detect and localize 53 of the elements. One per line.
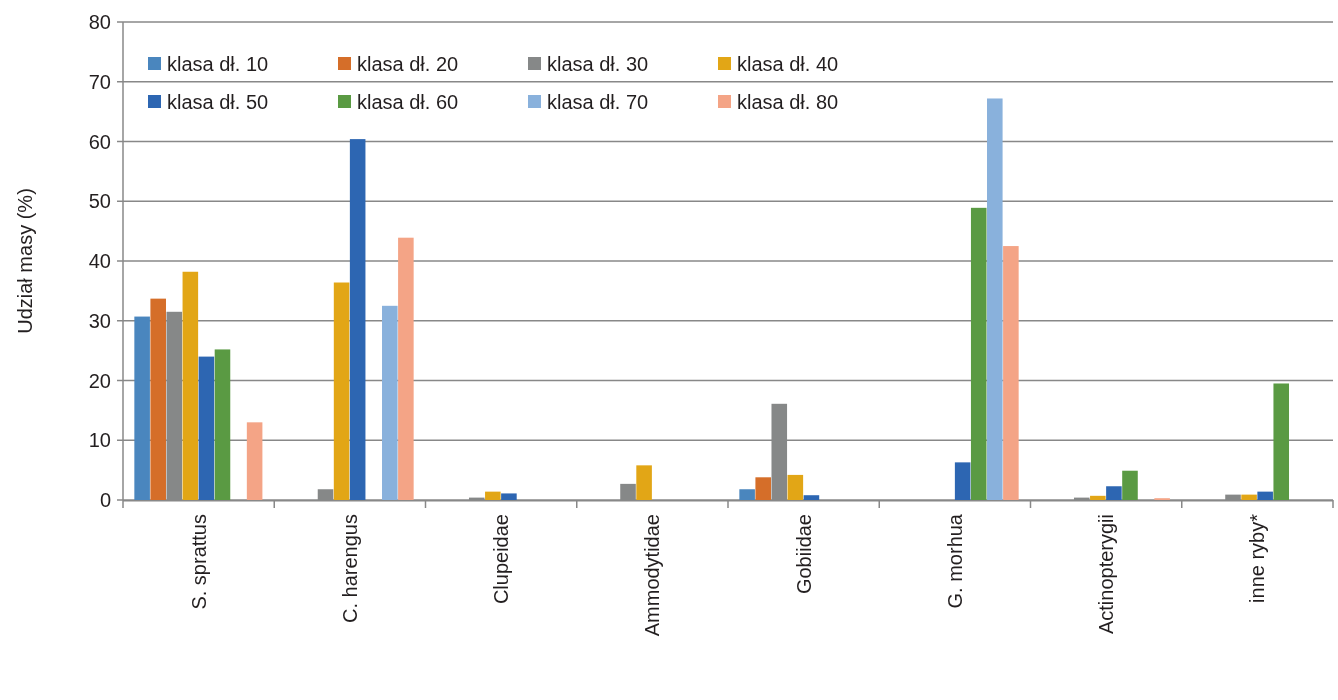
- bar: [1122, 470, 1138, 500]
- y-tick-label: 10: [88, 429, 111, 452]
- y-tick-label: 0: [99, 489, 111, 511]
- x-tick-label: Gobiidae: [792, 514, 815, 595]
- y-tick-label: 80: [88, 11, 111, 33]
- bar: [198, 356, 215, 500]
- bar: [1257, 491, 1273, 500]
- y-tick-label: 20: [88, 369, 111, 392]
- bar: [349, 139, 366, 500]
- bar: [1106, 486, 1122, 500]
- legend-label: klasa dł. 80: [737, 91, 839, 113]
- bar: [398, 237, 414, 500]
- x-tick-label: S. sprattus: [187, 514, 210, 610]
- y-tick-label: 30: [88, 309, 111, 332]
- legend-label: klasa dł. 50: [167, 91, 269, 113]
- bar: [787, 474, 804, 500]
- bar: [1090, 495, 1106, 500]
- bar: [803, 495, 820, 500]
- bar: [182, 271, 199, 500]
- bar: [987, 98, 1003, 500]
- bar: [970, 207, 987, 500]
- bar: [485, 491, 501, 500]
- y-tick-label: 70: [88, 70, 111, 93]
- y-tick-label: 40: [88, 250, 111, 272]
- legend-label: klasa dł. 20: [357, 53, 459, 75]
- bar: [214, 349, 231, 500]
- bar: [1241, 494, 1257, 500]
- bar: [1273, 383, 1290, 500]
- bar: [246, 422, 263, 500]
- x-tick-label: C. harengus: [338, 514, 361, 623]
- bar: [636, 465, 652, 500]
- legend-label: klasa dł. 70: [547, 91, 649, 113]
- bar: [134, 316, 150, 500]
- bar: [382, 305, 398, 500]
- x-tick-label: Actinopterygii: [1095, 514, 1118, 635]
- bar: [739, 489, 755, 500]
- bar: [954, 462, 971, 500]
- x-tick-label: Ammodytidae: [641, 514, 664, 637]
- bar: [150, 298, 166, 500]
- y-axis-title: Udział masy (%): [14, 188, 36, 334]
- y-tick-label: 60: [88, 130, 111, 153]
- legend-label: klasa dł. 10: [167, 53, 269, 75]
- bar: [755, 477, 771, 500]
- legend-label: klasa dł. 30: [547, 53, 649, 75]
- y-tick-label: 50: [88, 190, 111, 213]
- bar: [1003, 246, 1019, 500]
- x-tick-label: G. morhua: [943, 513, 966, 609]
- legend-label: klasa dł. 60: [357, 91, 459, 113]
- x-tick-label: Clupeidae: [490, 514, 513, 605]
- legend-label: klasa dł. 40: [737, 53, 839, 75]
- bar: [333, 282, 350, 500]
- bar: [501, 493, 517, 500]
- x-tick-label: inne ryby*: [1246, 513, 1269, 603]
